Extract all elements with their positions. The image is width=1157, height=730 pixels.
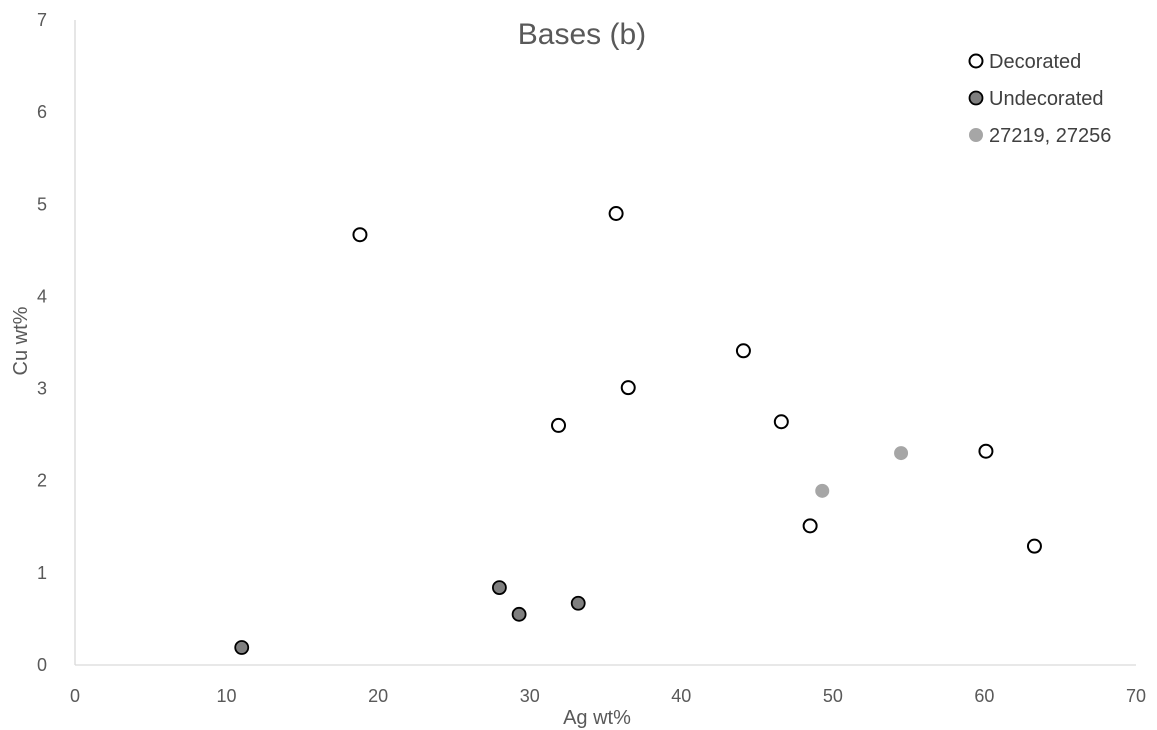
legend-marker (968, 90, 984, 106)
x-tick-label: 0 (70, 686, 80, 706)
x-tick-label: 40 (671, 686, 691, 706)
x-tick-label: 30 (520, 686, 540, 706)
data-point-series-1 (570, 595, 586, 611)
axes (74, 20, 1136, 666)
x-axis-title: Ag wt% (563, 707, 631, 729)
legend-marker (968, 53, 984, 69)
data-point-series-0 (551, 417, 567, 433)
data-point-series-0 (620, 380, 636, 396)
data-point-series-0 (1026, 538, 1042, 554)
legend-label: 27219, 27256 (989, 125, 1111, 147)
data-point-series-1 (234, 640, 250, 655)
y-axis-title: Cu wt% (10, 306, 32, 375)
legend: Decorated Undecorated 27219, 27256 (968, 51, 1111, 147)
data-point-series-0 (352, 227, 368, 243)
tick-labels: 0 10 20 30 40 50 60 70 0 1 2 3 4 5 6 7 (37, 10, 1146, 706)
data-point-series-0 (608, 206, 624, 221)
data-point-series-1 (511, 606, 527, 622)
y-tick-label: 5 (37, 194, 47, 214)
data-point-series-0 (802, 518, 818, 534)
y-tick-label: 4 (37, 286, 47, 306)
data-point-series-0 (735, 343, 751, 359)
x-tick-label: 20 (368, 686, 388, 706)
chart-title: Bases (b) (518, 18, 646, 51)
y-tick-label: 3 (37, 379, 47, 399)
data-point-series-1 (491, 580, 507, 595)
data-point-series-0 (773, 414, 789, 430)
x-tick-label: 50 (823, 686, 843, 706)
legend-label: Decorated (989, 51, 1081, 73)
y-tick-label: 1 (37, 563, 47, 583)
y-tick-label: 7 (37, 10, 47, 30)
x-tick-label: 60 (974, 686, 994, 706)
legend-marker (969, 128, 983, 142)
y-tick-label: 2 (37, 471, 47, 491)
legend-label: Undecorated (989, 88, 1104, 110)
data-point-series-2 (815, 483, 830, 498)
data-points (234, 206, 1042, 655)
data-point-series-0 (978, 443, 994, 459)
x-tick-label: 10 (217, 686, 237, 706)
x-tick-label: 70 (1126, 686, 1146, 706)
y-tick-label: 0 (37, 655, 47, 675)
data-point-series-2 (894, 446, 909, 461)
y-tick-label: 6 (37, 102, 47, 122)
